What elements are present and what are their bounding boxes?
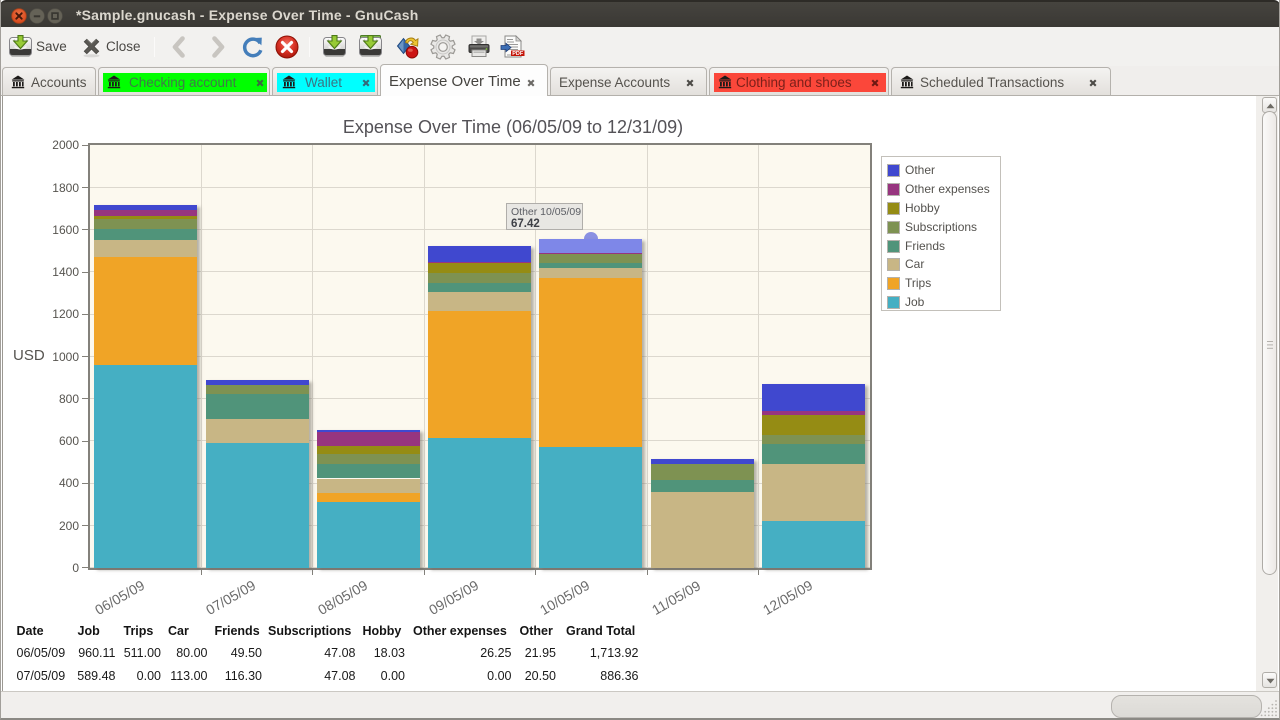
svg-text:PDF: PDF [512,51,524,57]
